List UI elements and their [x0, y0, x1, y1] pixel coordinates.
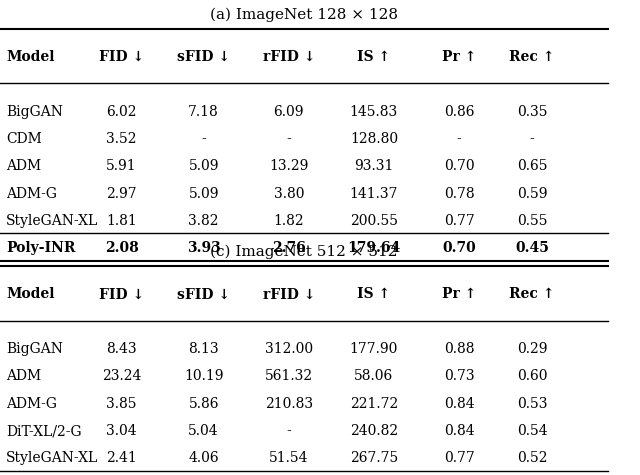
Text: 221.72: 221.72: [350, 397, 398, 411]
Text: 3.52: 3.52: [106, 132, 137, 146]
Text: 0.35: 0.35: [516, 104, 547, 119]
Text: 23.24: 23.24: [102, 370, 141, 383]
Text: 0.52: 0.52: [516, 451, 547, 466]
Text: -: -: [287, 132, 291, 146]
Text: 5.09: 5.09: [188, 187, 219, 200]
Text: 2.41: 2.41: [106, 451, 137, 466]
Text: 51.54: 51.54: [269, 451, 308, 466]
Text: 0.29: 0.29: [516, 342, 547, 356]
Text: 179.64: 179.64: [348, 241, 401, 255]
Text: 8.43: 8.43: [106, 342, 137, 356]
Text: 200.55: 200.55: [350, 214, 398, 228]
Text: 0.60: 0.60: [516, 370, 547, 383]
Text: sFID ↓: sFID ↓: [177, 287, 230, 302]
Text: 10.19: 10.19: [184, 370, 223, 383]
Text: (c) ImageNet 512 × 512: (c) ImageNet 512 × 512: [211, 245, 397, 259]
Text: 4.06: 4.06: [188, 451, 219, 466]
Text: Rec ↑: Rec ↑: [509, 50, 555, 64]
Text: StyleGAN-XL: StyleGAN-XL: [6, 214, 99, 228]
Text: 0.84: 0.84: [444, 424, 474, 438]
Text: FID ↓: FID ↓: [99, 287, 144, 302]
Text: ADM-G: ADM-G: [6, 397, 57, 411]
Text: 0.77: 0.77: [444, 214, 474, 228]
Text: StyleGAN-XL: StyleGAN-XL: [6, 451, 99, 466]
Text: ADM: ADM: [6, 370, 41, 383]
Text: 13.29: 13.29: [269, 159, 308, 173]
Text: sFID ↓: sFID ↓: [177, 50, 230, 64]
Text: DiT-XL/2-G: DiT-XL/2-G: [6, 424, 82, 438]
Text: 58.06: 58.06: [355, 370, 394, 383]
Text: -: -: [457, 132, 461, 146]
Text: Pr ↑: Pr ↑: [442, 287, 476, 302]
Text: 8.13: 8.13: [188, 342, 219, 356]
Text: 0.78: 0.78: [444, 187, 474, 200]
Text: 0.55: 0.55: [516, 214, 547, 228]
Text: 3.82: 3.82: [188, 214, 219, 228]
Text: Rec ↑: Rec ↑: [509, 287, 555, 302]
Text: 2.76: 2.76: [272, 241, 306, 255]
Text: 0.54: 0.54: [516, 424, 547, 438]
Text: 267.75: 267.75: [350, 451, 398, 466]
Text: Poly-INR: Poly-INR: [6, 241, 76, 255]
Text: 0.77: 0.77: [444, 451, 474, 466]
Text: Model: Model: [6, 50, 54, 64]
Text: 128.80: 128.80: [350, 132, 398, 146]
Text: Pr ↑: Pr ↑: [442, 50, 476, 64]
Text: rFID ↓: rFID ↓: [262, 287, 315, 302]
Text: IS ↑: IS ↑: [357, 50, 390, 64]
Text: 7.18: 7.18: [188, 104, 219, 119]
Text: 0.88: 0.88: [444, 342, 474, 356]
Text: -: -: [202, 132, 206, 146]
Text: 0.59: 0.59: [516, 187, 547, 200]
Text: 3.80: 3.80: [273, 187, 304, 200]
Text: 1.82: 1.82: [273, 214, 304, 228]
Text: -: -: [530, 132, 534, 146]
Text: (a) ImageNet 128 × 128: (a) ImageNet 128 × 128: [210, 7, 398, 21]
Text: 6.02: 6.02: [106, 104, 137, 119]
Text: 0.73: 0.73: [444, 370, 474, 383]
Text: ADM: ADM: [6, 159, 41, 173]
Text: 0.53: 0.53: [516, 397, 547, 411]
Text: 0.45: 0.45: [515, 241, 549, 255]
Text: 0.70: 0.70: [444, 159, 474, 173]
Text: 5.04: 5.04: [188, 424, 219, 438]
Text: 0.84: 0.84: [444, 397, 474, 411]
Text: CDM: CDM: [6, 132, 42, 146]
Text: 93.31: 93.31: [354, 159, 394, 173]
Text: 210.83: 210.83: [265, 397, 313, 411]
Text: 561.32: 561.32: [265, 370, 313, 383]
Text: 2.08: 2.08: [105, 241, 138, 255]
Text: 0.65: 0.65: [516, 159, 547, 173]
Text: 5.91: 5.91: [106, 159, 137, 173]
Text: 2.97: 2.97: [106, 187, 137, 200]
Text: Model: Model: [6, 287, 54, 302]
Text: 312.00: 312.00: [265, 342, 313, 356]
Text: -: -: [287, 424, 291, 438]
Text: 5.09: 5.09: [188, 159, 219, 173]
Text: 141.37: 141.37: [349, 187, 398, 200]
Text: 3.85: 3.85: [106, 397, 137, 411]
Text: IS ↑: IS ↑: [357, 287, 390, 302]
Text: 177.90: 177.90: [349, 342, 398, 356]
Text: 3.93: 3.93: [187, 241, 221, 255]
Text: 0.70: 0.70: [442, 241, 476, 255]
Text: 0.86: 0.86: [444, 104, 474, 119]
Text: 5.86: 5.86: [188, 397, 219, 411]
Text: 1.81: 1.81: [106, 214, 137, 228]
Text: 240.82: 240.82: [350, 424, 398, 438]
Text: 145.83: 145.83: [350, 104, 398, 119]
Text: ADM-G: ADM-G: [6, 187, 57, 200]
Text: BigGAN: BigGAN: [6, 342, 63, 356]
Text: FID ↓: FID ↓: [99, 50, 144, 64]
Text: 6.09: 6.09: [273, 104, 304, 119]
Text: rFID ↓: rFID ↓: [262, 50, 315, 64]
Text: BigGAN: BigGAN: [6, 104, 63, 119]
Text: 3.04: 3.04: [106, 424, 137, 438]
